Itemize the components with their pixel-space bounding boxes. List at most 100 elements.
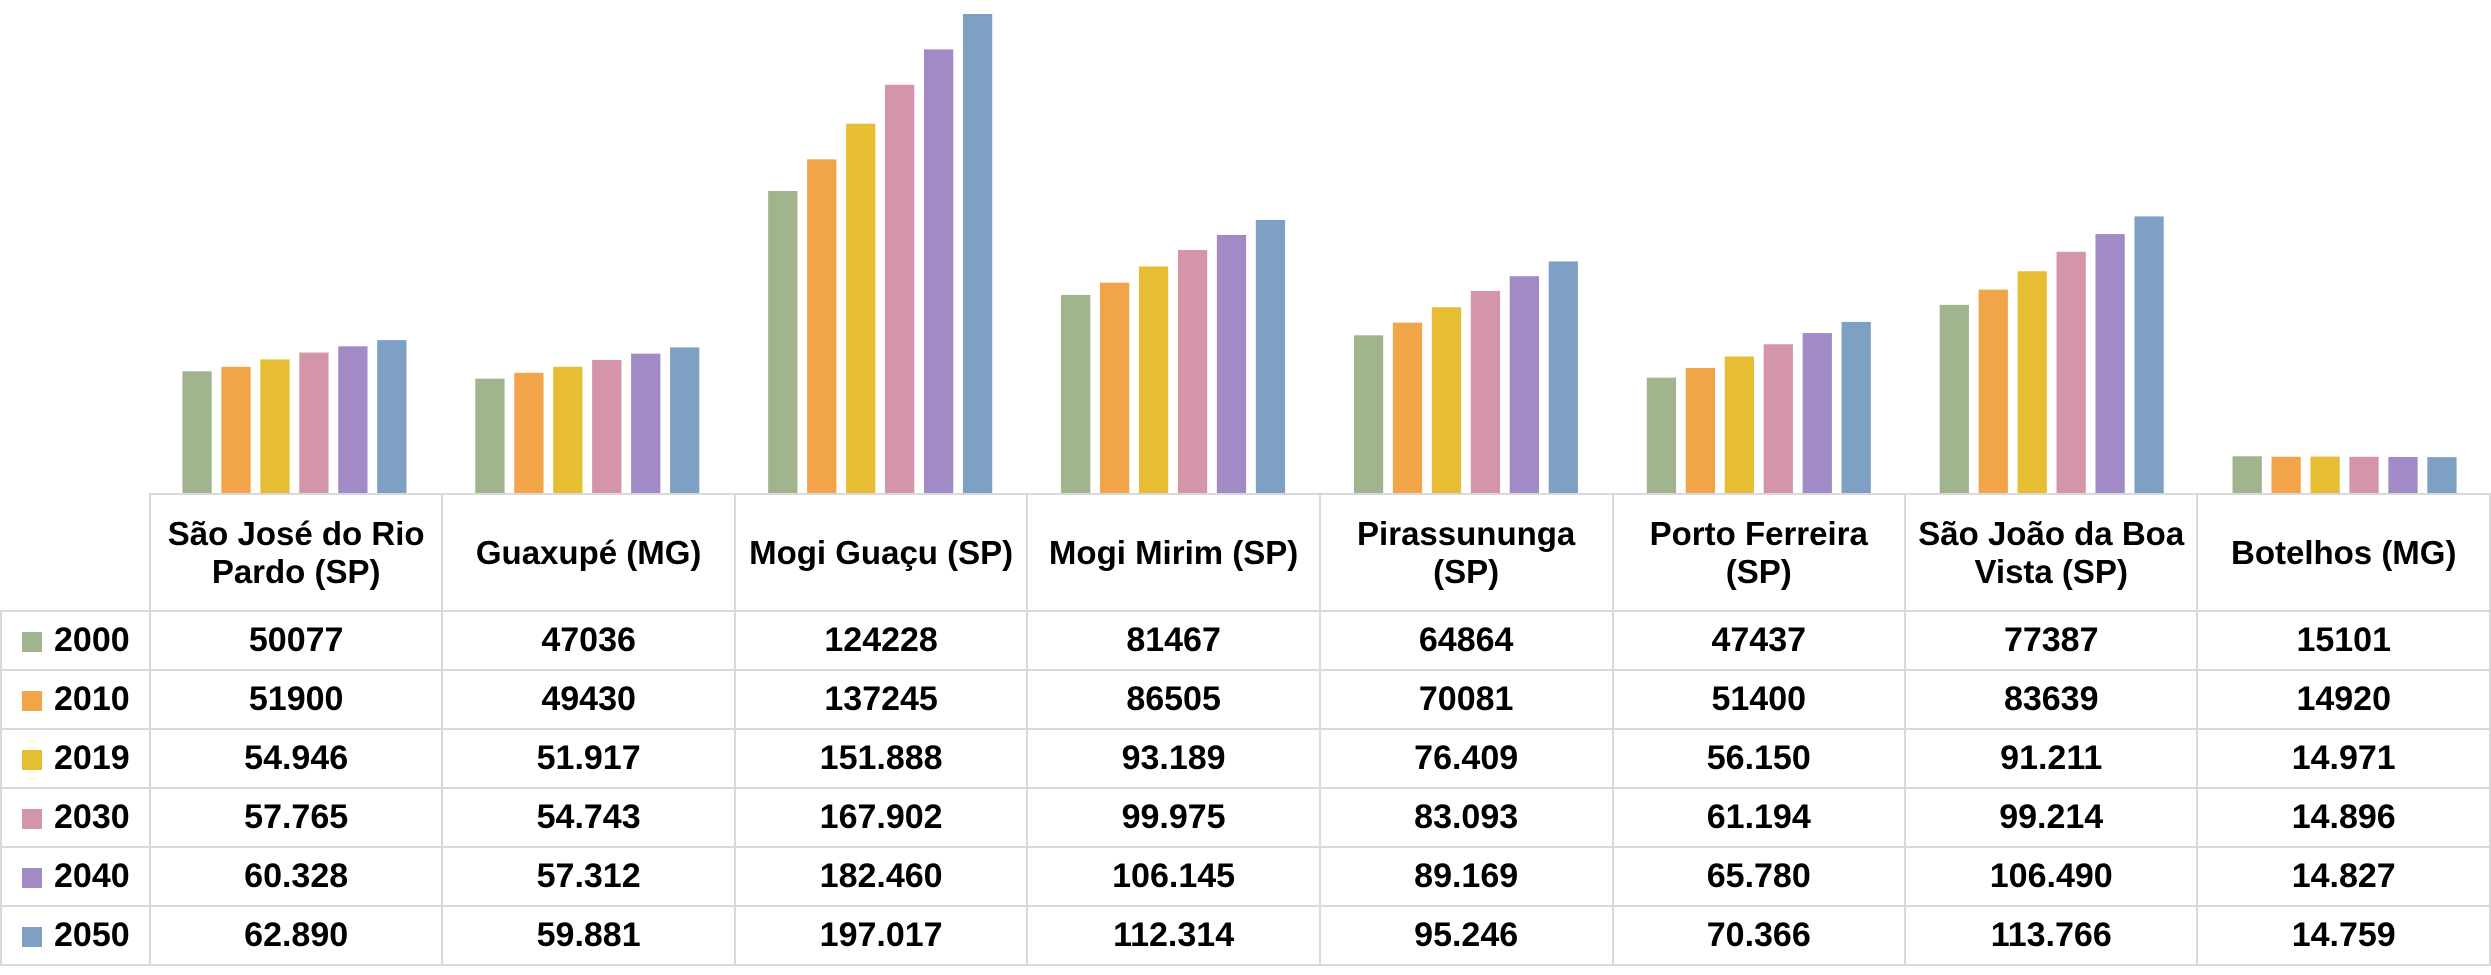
bar — [1061, 294, 1091, 493]
value-cell: 61.194 — [1611, 787, 1906, 848]
value-cell: 65.780 — [1611, 846, 1906, 907]
value-cell: 112.314 — [1026, 905, 1321, 966]
value-cell: 54.946 — [148, 728, 444, 789]
value-cell: 56.150 — [1611, 728, 1906, 789]
legend-cell: 2050 — [0, 905, 151, 966]
value-cell: 47437 — [1611, 610, 1906, 671]
legend-swatch — [22, 927, 42, 948]
value-cell: 106.145 — [1026, 846, 1321, 907]
legend-swatch — [22, 750, 42, 771]
value-cell: 83.093 — [1318, 787, 1614, 848]
value-cell: 95.246 — [1318, 905, 1614, 966]
category-label: Guaxupé (MG) — [441, 493, 736, 612]
header-row: São José do Rio Pardo (SP) Guaxupé (MG) Mo… — [1, 493, 2491, 612]
category-label: São João da Boa Vista (SP) — [1903, 493, 2199, 612]
value-cell: 89.169 — [1318, 846, 1614, 907]
value-cell: 137245 — [733, 669, 1029, 730]
data-row: 2030 57.765 54.743 167.902 99.975 83.093 61.19… — [0, 787, 2491, 848]
value-cell: 60.328 — [148, 846, 444, 907]
value-cell: 86505 — [1026, 669, 1321, 730]
bar — [1099, 282, 1130, 493]
bar — [2232, 456, 2262, 493]
legend-swatch — [22, 632, 42, 653]
data-row: 2010 51900 49430 137245 86505 70081 51400 83639… — [0, 669, 2491, 730]
bar — [923, 49, 954, 493]
legend-label: 2010 — [54, 680, 130, 718]
legend-label: 2019 — [54, 739, 130, 777]
value-cell: 51.917 — [441, 728, 736, 789]
value-cell: 167.902 — [733, 787, 1029, 848]
bar — [553, 366, 583, 493]
value-cell: 59.881 — [441, 905, 736, 966]
bar — [1216, 234, 1247, 493]
legend-label: 2040 — [54, 857, 130, 895]
plot — [182, 14, 2457, 493]
bar — [2095, 234, 2125, 493]
value-cell: 14.971 — [2196, 728, 2491, 789]
bar — [260, 359, 290, 493]
value-cell: 14920 — [2196, 669, 2491, 730]
value-cell: 70.366 — [1611, 905, 1906, 966]
bar — [592, 359, 622, 493]
bar — [2134, 216, 2164, 493]
value-cell: 49430 — [441, 669, 736, 730]
value-cell: 14.896 — [2196, 787, 2491, 848]
bar — [1724, 356, 1754, 493]
value-cell: 151.888 — [733, 728, 1029, 789]
value-cell: 124228 — [733, 610, 1029, 671]
bar — [1978, 289, 2008, 493]
value-cell: 15101 — [2196, 610, 2491, 671]
bar — [1353, 335, 1384, 493]
bar — [299, 352, 329, 493]
value-cell: 57.312 — [441, 846, 736, 907]
bar — [1255, 219, 1286, 493]
value-cell: 47036 — [441, 610, 736, 671]
legend-cell: 2000 — [0, 610, 151, 671]
legend-swatch — [22, 809, 42, 830]
bar — [338, 346, 368, 493]
bar — [2388, 456, 2418, 493]
bar — [2271, 456, 2301, 493]
bar — [807, 159, 837, 493]
bar — [1763, 344, 1793, 493]
bar — [221, 366, 251, 493]
data-row: 2019 54.946 51.917 151.888 93.189 76.409 56.15… — [0, 728, 2491, 789]
bar — [885, 84, 915, 493]
value-cell: 64864 — [1318, 610, 1614, 671]
bar — [2056, 251, 2086, 493]
bar — [1177, 249, 1208, 493]
bar — [1138, 266, 1169, 493]
legend-label: 2050 — [54, 916, 130, 954]
bar — [962, 14, 993, 493]
bar — [377, 340, 407, 493]
data-table: São José do Rio Pardo (SP) Guaxupé (MG) Mo… — [0, 493, 2491, 966]
legend-cell: 2019 — [0, 728, 151, 789]
legend-label: 2000 — [54, 621, 130, 659]
value-cell: 57.765 — [148, 787, 444, 848]
bar — [475, 378, 505, 493]
value-cell: 76.409 — [1318, 728, 1614, 789]
value-cell: 50077 — [148, 610, 444, 671]
value-cell: 51400 — [1611, 669, 1906, 730]
bar — [846, 123, 876, 493]
value-cell: 14.827 — [2196, 846, 2491, 907]
bar — [670, 347, 700, 493]
bar — [1646, 377, 1677, 493]
bar — [2349, 456, 2379, 493]
legend-cell: 2040 — [0, 846, 151, 907]
value-cell: 197.017 — [733, 905, 1029, 966]
value-cell: 70081 — [1318, 669, 1614, 730]
data-row: 2050 62.890 59.881 197.017 112.314 95.246 70.3… — [0, 905, 2491, 966]
category-label: Botelhos (MG) — [2196, 493, 2491, 612]
value-cell: 106.490 — [1903, 846, 2199, 907]
corner-cell — [1, 494, 151, 612]
category-label: Porto Ferreira (SP) — [1611, 493, 1906, 612]
value-cell: 81467 — [1026, 610, 1321, 671]
value-cell: 113.766 — [1903, 905, 2199, 966]
value-cell: 14.759 — [2196, 905, 2491, 966]
value-cell: 62.890 — [148, 905, 444, 966]
category-label: Pirassununga (SP) — [1318, 493, 1614, 612]
bar — [1431, 307, 1462, 493]
bar — [631, 353, 661, 493]
